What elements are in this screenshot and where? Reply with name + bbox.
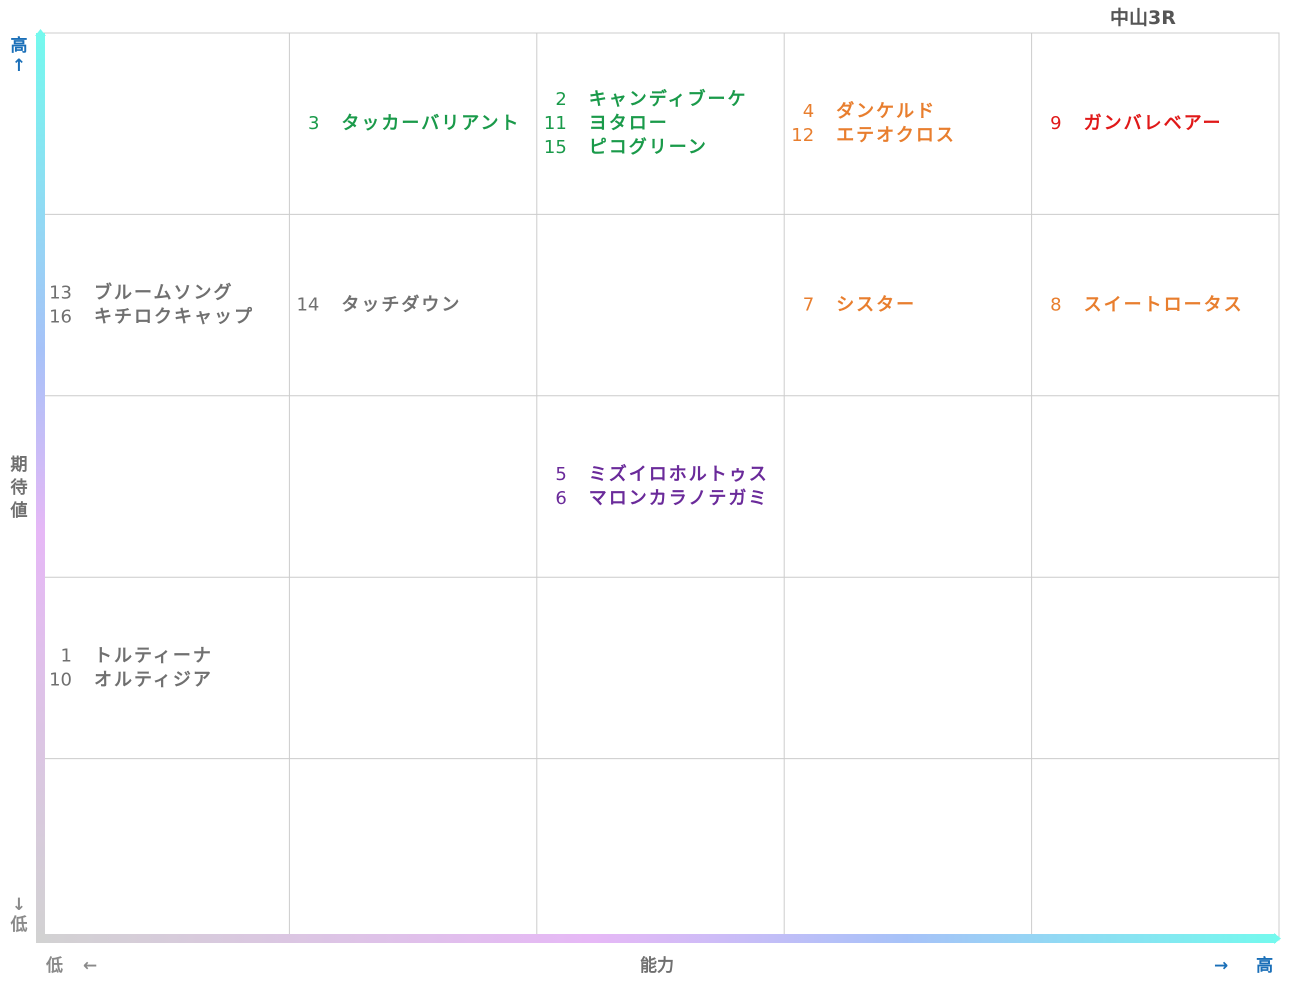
x-high-label: → 高 — [1214, 951, 1273, 976]
horse-number: 2 — [555, 89, 566, 110]
x-axis-arrowhead — [1274, 933, 1281, 944]
horse-number: 4 — [803, 101, 814, 122]
y-axis-label-char: 待 — [10, 478, 28, 498]
y-axis-label-char: 期 — [10, 455, 28, 475]
y-high-label: 高 ↑ — [9, 36, 29, 76]
x-low-label: 低 ← — [46, 951, 97, 976]
y-high-text: 高 — [10, 36, 28, 56]
horse-name: タッカーバリアント — [341, 113, 520, 134]
horse-name: ダンケルド — [836, 100, 936, 122]
x-axis-bar — [36, 934, 1276, 943]
cell-group: 1 トルティーナ 10 オルティジア — [49, 645, 213, 690]
up-arrow-icon: ↑ — [11, 56, 27, 76]
horse-name: ミズイロホルトゥス — [589, 463, 769, 485]
race-title: 中山3R — [1110, 7, 1176, 29]
grid — [41, 32, 1280, 941]
horse-number: 1 — [61, 645, 72, 666]
horse-name: ガンバレベアー — [1084, 113, 1223, 134]
x-axis-label: 能力 — [640, 956, 674, 976]
horse-number: 16 — [49, 307, 72, 328]
y-axis-label-char: 値 — [10, 501, 28, 521]
grid-border — [41, 32, 1280, 941]
horse-name: エテオクロス — [836, 125, 956, 146]
left-arrow-icon: ← — [82, 956, 98, 976]
horse-number: 10 — [49, 669, 72, 690]
cell-group: 2 キャンディブーケ 11 ヨタロー 15 ピコグリーン — [544, 88, 748, 158]
x-low-text: 低 — [46, 956, 63, 976]
horse-number: 9 — [1050, 113, 1061, 134]
horse-number: 7 — [803, 295, 814, 316]
horse-name: オルティジア — [94, 669, 213, 690]
horse-name: キチロクキャップ — [94, 306, 254, 328]
axes — [35, 29, 1281, 944]
cell-group: 8 スイートロータス — [1050, 295, 1244, 316]
horse-name: トルティーナ — [94, 645, 213, 666]
cell-group: 14 タッチダウン — [296, 294, 461, 316]
cell-group: 9 ガンバレベアー — [1050, 113, 1223, 134]
cell-group: 4 ダンケルド 12 エテオクロス — [791, 100, 956, 146]
horse-number: 8 — [1050, 295, 1061, 316]
cell-group: 3 タッカーバリアント — [308, 113, 520, 134]
right-arrow-icon: → — [1214, 956, 1229, 976]
horse-number: 12 — [791, 125, 814, 146]
horse-number: 14 — [296, 295, 319, 316]
y-axis-bar — [36, 33, 45, 941]
down-arrow-icon: ↓ — [11, 895, 27, 915]
horse-number: 6 — [555, 488, 566, 509]
cell-group: 7 シスター — [803, 295, 916, 316]
horse-name: ピコグリーン — [589, 136, 708, 158]
cell-group: 13 ブルームソング 16 キチロクキャップ — [49, 282, 254, 328]
horse-name: ブルームソング — [94, 282, 233, 304]
horse-name: キャンディブーケ — [589, 88, 748, 110]
x-high-text: 高 — [1256, 956, 1274, 976]
horse-name: タッチダウン — [341, 294, 461, 316]
horse-name: マロンカラノテガミ — [589, 488, 769, 509]
horse-name: ヨタロー — [589, 113, 669, 134]
horse-number: 3 — [308, 113, 319, 134]
y-axis-label: 期 待 値 — [9, 455, 29, 521]
cell-group: 5 ミズイロホルトゥス 6 マロンカラノテガミ — [555, 463, 769, 509]
horse-number: 13 — [49, 283, 72, 304]
horse-number: 15 — [544, 137, 567, 158]
horse-number: 11 — [544, 113, 567, 134]
y-low-text: 低 — [10, 915, 28, 935]
horse-name: スイートロータス — [1084, 295, 1244, 316]
horse-name: シスター — [836, 295, 916, 316]
y-axis-arrowhead — [35, 29, 46, 36]
horse-number: 5 — [555, 464, 566, 485]
y-low-label: ↓ 低 — [9, 895, 29, 935]
